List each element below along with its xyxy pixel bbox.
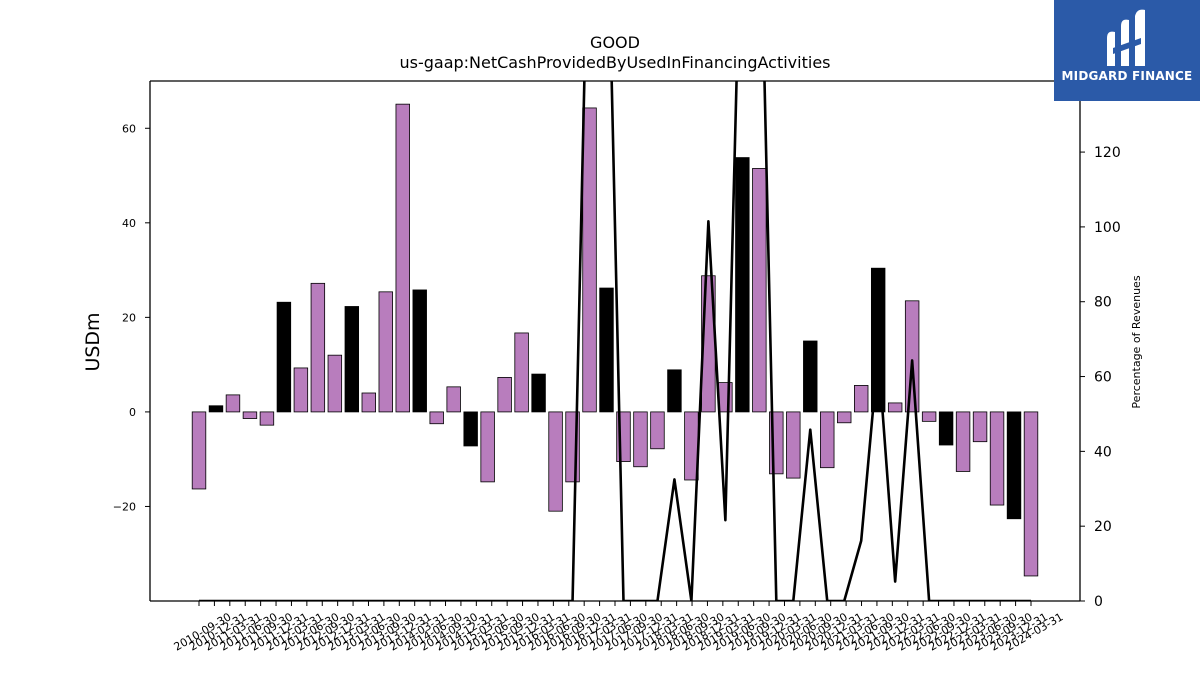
bar: [650, 411, 665, 450]
bar: [837, 411, 852, 424]
bar: [310, 282, 326, 413]
bar: [395, 103, 410, 413]
bar: [955, 411, 971, 472]
y-tick-label: 40: [122, 217, 136, 230]
bar: [480, 411, 495, 483]
bars-layer: [191, 103, 1039, 577]
bar: [820, 411, 835, 469]
bar: [735, 157, 750, 413]
bar: [412, 289, 427, 413]
bar: [752, 168, 767, 413]
y-tick-label: 20: [122, 311, 136, 324]
bar: [904, 300, 920, 413]
percentage-of-revenues-line: [199, 81, 1031, 601]
y-tick-label: 60: [122, 122, 136, 135]
logo-text: MIDGARD FINANCE: [1061, 69, 1193, 83]
y2-tick-label: 60: [1094, 370, 1112, 386]
bar: [191, 411, 207, 490]
line-layer: [199, 81, 1031, 601]
y-tick-label: 0: [129, 406, 136, 419]
bar: [259, 411, 275, 426]
bar: [667, 369, 682, 413]
bar: [225, 394, 241, 413]
bar: [429, 411, 444, 425]
bar: [293, 367, 309, 413]
bar: [446, 386, 461, 413]
bar: [514, 332, 529, 413]
bar: [854, 385, 869, 413]
y2-tick-label: 0: [1094, 594, 1103, 610]
chart-subtitle: us-gaap:NetCashProvidedByUsedInFinancing…: [399, 53, 830, 72]
bar: [1006, 411, 1022, 520]
axes-layer: −2002040600204060801001202010-09-302010-…: [113, 80, 1121, 654]
bar: [276, 301, 292, 413]
bar: [938, 411, 954, 446]
bar: [582, 107, 597, 413]
bar: [718, 382, 733, 413]
midgard-logo-icon: [1107, 9, 1145, 67]
bar: [633, 411, 648, 468]
bar: [972, 411, 988, 443]
bar: [1023, 411, 1039, 577]
bar: [378, 291, 393, 413]
bar: [989, 411, 1005, 506]
y2-tick-label: 20: [1094, 519, 1112, 535]
midgard-finance-logo: MIDGARD FINANCE: [1054, 0, 1200, 101]
y2-axis-label: Percentage of Revenues: [1130, 275, 1143, 408]
bar: [531, 373, 546, 413]
y-tick-label: −20: [113, 500, 136, 513]
bar: [870, 267, 886, 413]
y2-tick-label: 120: [1094, 145, 1121, 161]
bar: [921, 411, 937, 422]
bar: [208, 405, 224, 413]
bar: [497, 376, 512, 413]
bar: [803, 340, 818, 413]
y2-tick-label: 100: [1094, 220, 1121, 236]
bar: [361, 392, 377, 413]
chart-title: GOOD: [590, 33, 640, 52]
y2-tick-label: 40: [1094, 444, 1112, 460]
y-axis-label: USDm: [82, 312, 104, 371]
bar: [786, 411, 801, 479]
bar: [344, 306, 360, 413]
bar: [887, 402, 903, 413]
bar: [463, 411, 478, 447]
bar: [327, 354, 343, 413]
y2-tick-label: 80: [1094, 295, 1112, 311]
bar: [599, 287, 614, 413]
bar: [242, 411, 258, 419]
bar: [548, 411, 563, 512]
